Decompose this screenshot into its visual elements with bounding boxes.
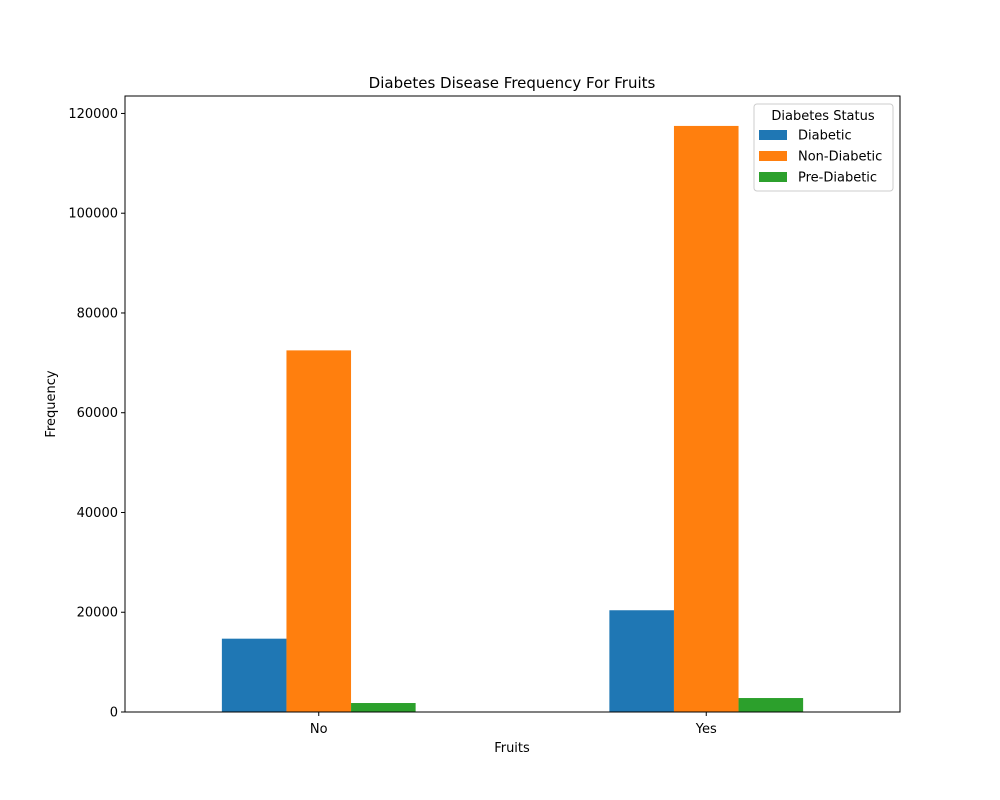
legend-swatch-diabetic <box>759 130 787 140</box>
y-tick-label: 0 <box>110 706 118 721</box>
x-axis: No Yes <box>310 712 717 737</box>
plot-frame <box>124 95 901 713</box>
y-tick-label: 60000 <box>77 406 118 421</box>
y-axis: 0 20000 40000 60000 80000 100000 120000 <box>68 107 125 721</box>
x-tick-label-yes: Yes <box>695 722 717 737</box>
y-tick-label: 100000 <box>68 207 118 222</box>
bar-non-diabetic-no <box>286 350 352 712</box>
legend-label-non-diabetic: Non-Diabetic <box>798 150 882 165</box>
x-tick-label-no: No <box>310 722 328 737</box>
y-axis-label: Frequency <box>44 370 59 437</box>
legend-box <box>753 103 894 192</box>
legend-swatch-non-diabetic <box>759 151 787 161</box>
legend-swatch-pre-diabetic <box>759 172 787 182</box>
bar-pre-diabetic-no <box>351 703 416 712</box>
bar-non-diabetic-yes <box>673 125 739 712</box>
y-tick-label: 40000 <box>77 506 118 521</box>
chart-title: Diabetes Disease Frequency For Fruits <box>369 74 656 92</box>
bar-diabetic-no <box>221 638 287 712</box>
legend: Diabetes Status Diabetic Non-Diabetic Pre-… <box>753 103 894 192</box>
y-tick-label: 20000 <box>77 606 118 621</box>
bar-pre-diabetic-yes <box>738 698 804 712</box>
y-tick-label: 120000 <box>68 107 118 122</box>
x-axis-label: Fruits <box>494 741 530 756</box>
bars-layer <box>221 125 804 712</box>
legend-entries: Diabetic Non-Diabetic Pre-Diabetic <box>759 129 882 186</box>
legend-title: Diabetes Status <box>771 109 874 124</box>
legend-label-pre-diabetic: Pre-Diabetic <box>798 171 877 186</box>
bar-diabetic-yes <box>609 610 674 712</box>
y-tick-label: 80000 <box>77 306 118 321</box>
legend-label-diabetic: Diabetic <box>798 129 852 144</box>
